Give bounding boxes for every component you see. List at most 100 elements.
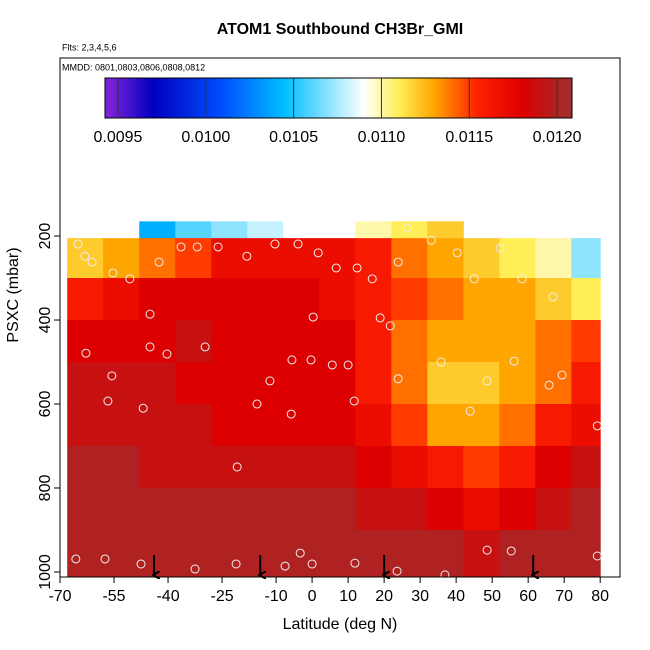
heat-cell <box>463 362 500 405</box>
heat-cell <box>535 278 572 321</box>
heat-cell <box>139 529 176 577</box>
heat-cell <box>211 238 248 279</box>
sample-point <box>287 355 297 365</box>
heat-cell <box>283 404 320 447</box>
heat-cell <box>319 445 356 489</box>
heat-cell <box>283 221 320 239</box>
heat-cell <box>463 529 500 577</box>
heat-cell <box>355 362 392 405</box>
sample-point <box>293 239 303 249</box>
heat-cell <box>319 404 356 447</box>
sample-point <box>506 546 516 556</box>
heat-cell <box>535 404 572 447</box>
heat-cell <box>499 362 536 405</box>
heat-cell <box>67 362 104 405</box>
sample-point <box>352 263 362 273</box>
sample-point <box>392 566 402 576</box>
heat-cell <box>211 278 248 321</box>
sample-point <box>107 371 117 381</box>
sample-point <box>176 242 186 252</box>
sample-point <box>436 357 446 367</box>
sample-point <box>192 242 202 252</box>
heat-cell <box>175 445 212 489</box>
heat-cell <box>247 238 284 279</box>
y-tick-label: 600 <box>37 391 54 418</box>
sample-point <box>242 251 252 261</box>
heat-cell <box>175 529 212 577</box>
sample-point <box>375 313 385 323</box>
heat-cell <box>67 320 104 363</box>
chart-title: ATOM1 Southbound CH3Br_GMI <box>217 21 464 38</box>
colorbar-tick-label: 0.0120 <box>533 129 582 146</box>
sample-point <box>327 360 337 370</box>
sample-point <box>145 342 155 352</box>
heat-cell <box>67 404 104 447</box>
heat-cell <box>499 278 536 321</box>
heat-cell <box>391 529 428 577</box>
heat-cell <box>391 487 428 531</box>
y-tick-label: 400 <box>37 307 54 334</box>
sample-point <box>270 239 280 249</box>
heat-cell <box>355 238 392 279</box>
sample-point <box>452 248 462 258</box>
colorbar-tick-label: 0.0100 <box>181 129 230 146</box>
heat-cell <box>247 487 284 531</box>
heat-cell <box>427 404 464 447</box>
heat-cell <box>391 278 428 321</box>
heat-cell <box>355 221 392 239</box>
x-tick-label: 20 <box>375 588 393 605</box>
sample-point <box>136 559 146 569</box>
x-tick-label: -10 <box>265 588 288 605</box>
sample-point <box>343 360 353 370</box>
heat-cell <box>139 445 176 489</box>
heat-cell <box>571 320 601 363</box>
heat-cell <box>571 487 601 531</box>
sample-point <box>482 376 492 386</box>
heat-cell <box>535 529 572 577</box>
heat-cell <box>247 278 284 321</box>
heat-cell <box>355 529 392 577</box>
heat-cell <box>283 445 320 489</box>
heat-cell <box>103 362 140 405</box>
heatmap <box>67 221 601 577</box>
heat-cell <box>175 278 212 321</box>
sample-point <box>350 558 360 568</box>
heat-cell <box>139 278 176 321</box>
heat-cell <box>67 238 104 279</box>
heat-cell <box>463 238 500 279</box>
sample-point <box>482 545 492 555</box>
x-tick-label: 70 <box>555 588 573 605</box>
heat-cell <box>175 487 212 531</box>
sample-point <box>592 421 602 431</box>
colorbar-tick-label: 0.0110 <box>358 129 406 146</box>
heat-cell <box>283 529 320 577</box>
heat-cell <box>427 221 464 239</box>
heat-cell <box>463 445 500 489</box>
heat-cell <box>247 445 284 489</box>
sample-point <box>308 312 318 322</box>
sample-point <box>231 559 241 569</box>
heat-cell <box>211 404 248 447</box>
x-tick-label: 50 <box>483 588 501 605</box>
heat-cell <box>247 404 284 447</box>
sample-point <box>295 548 305 558</box>
heat-cell <box>391 404 428 447</box>
sample-point <box>286 409 296 419</box>
x-tick-label: 40 <box>447 588 465 605</box>
heat-cell <box>319 529 356 577</box>
x-tick-label: -55 <box>102 588 125 605</box>
heat-cell <box>139 404 176 447</box>
sample-point <box>145 309 155 319</box>
sample-point <box>280 561 290 571</box>
sample-point <box>313 248 323 258</box>
heat-cell <box>139 320 176 363</box>
heat-cell <box>67 445 104 489</box>
heat-cell <box>355 445 392 489</box>
sample-point <box>426 235 436 245</box>
plot-frame <box>59 57 621 578</box>
heat-cell <box>391 221 428 239</box>
heat-cell <box>499 487 536 531</box>
heat-cell <box>319 320 356 363</box>
y-axis-label: PSXC (mbar) <box>5 247 22 342</box>
sample-point <box>73 239 83 249</box>
